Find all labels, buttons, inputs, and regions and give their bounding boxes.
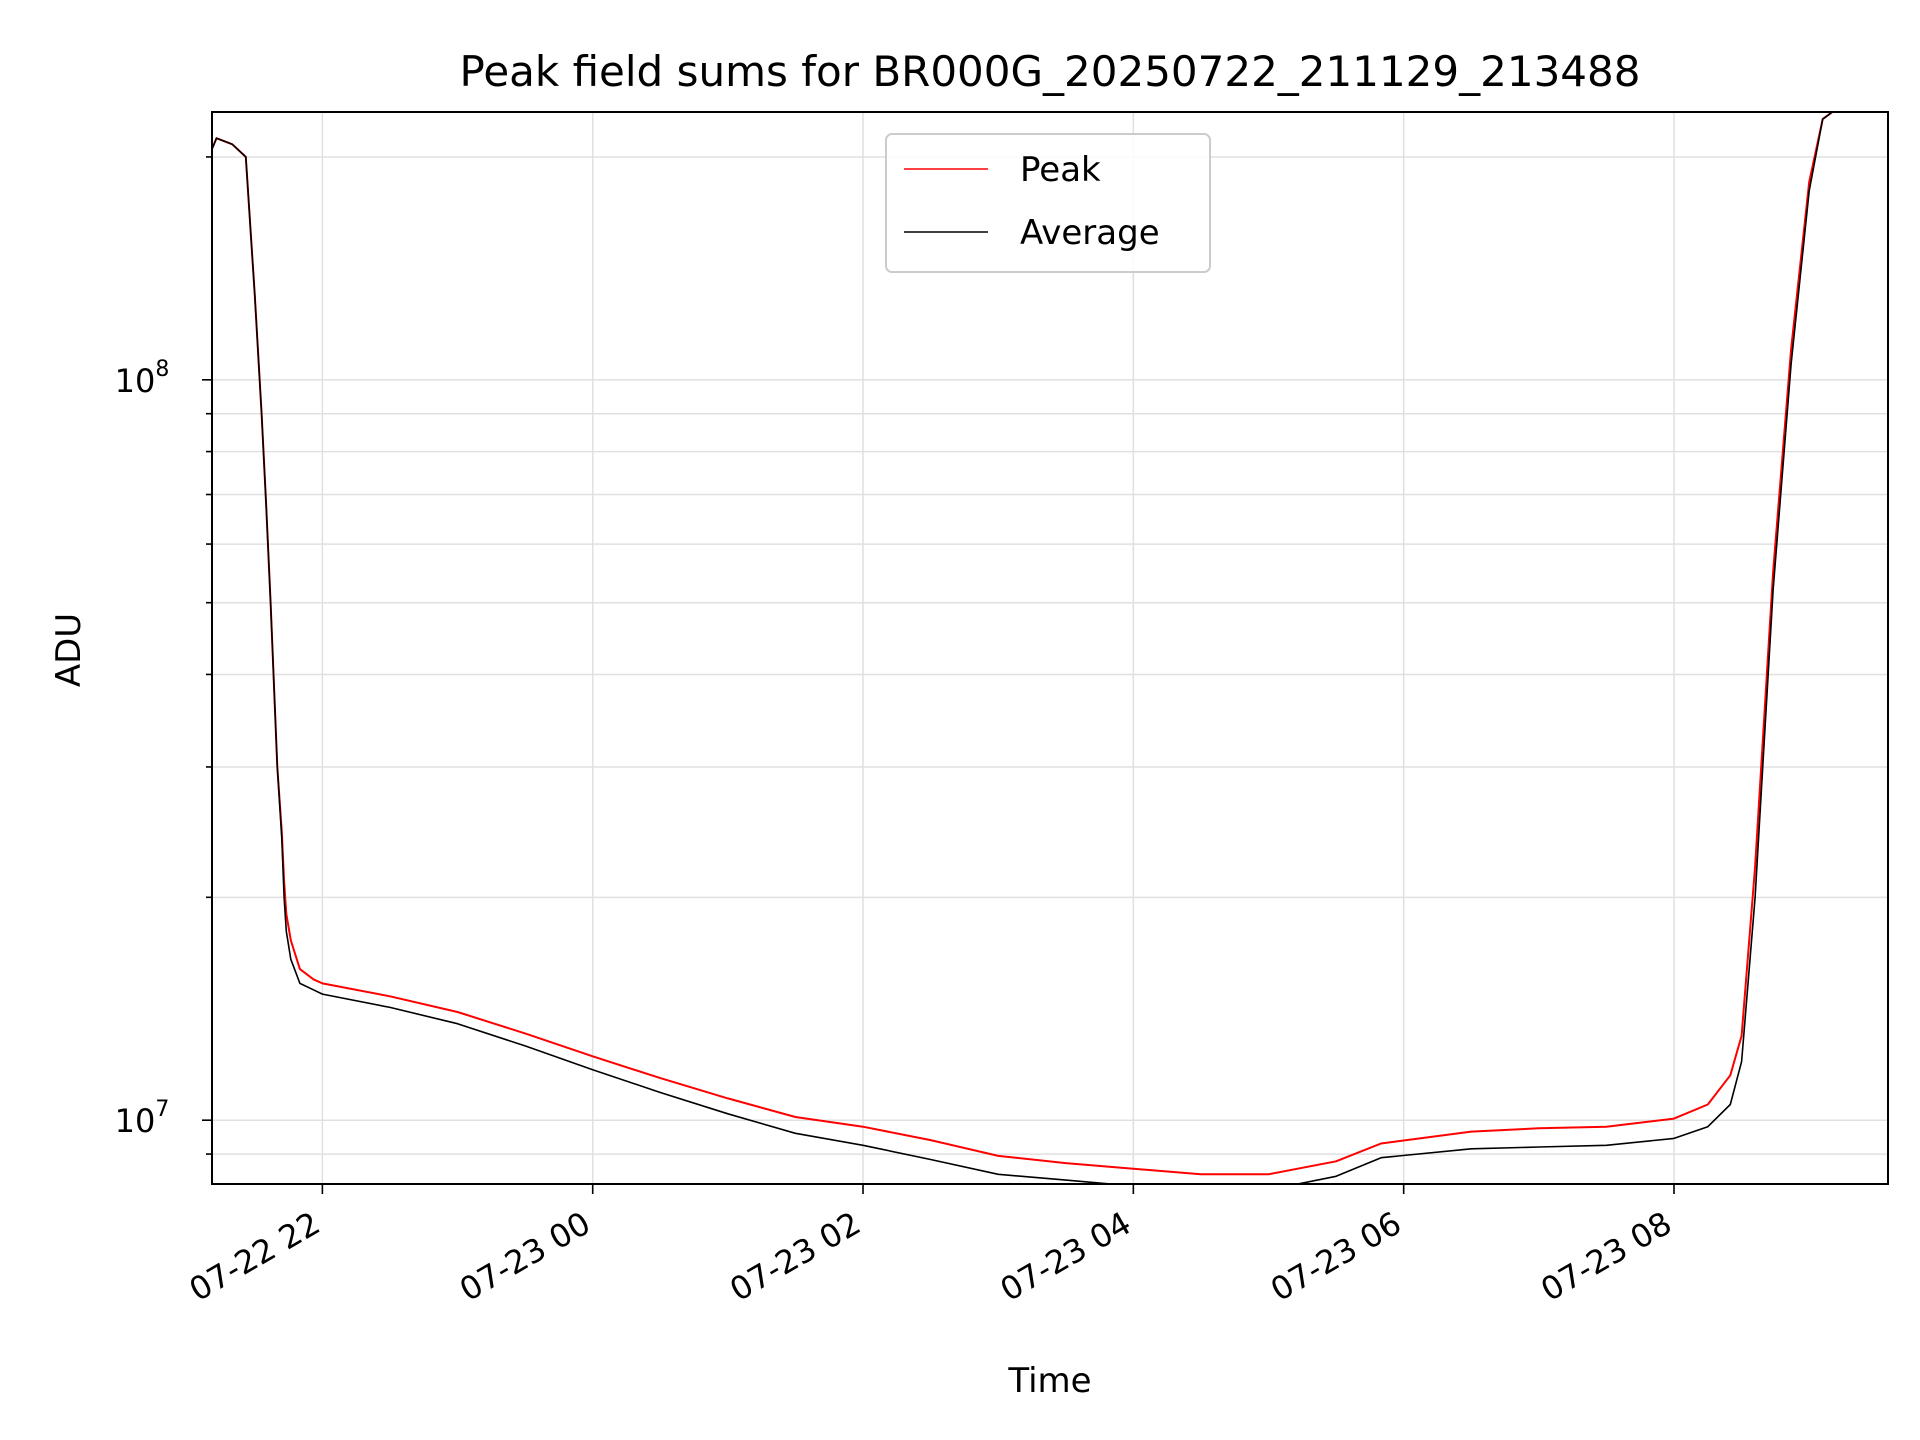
grid [212, 112, 1888, 1184]
legend: Peak Average [885, 133, 1211, 273]
y-tick-label: 108 [115, 357, 170, 400]
legend-label-peak: Peak [1020, 150, 1101, 190]
x-axis-label: Time [1007, 1361, 1091, 1401]
y-axis: 107 108 [115, 156, 212, 1155]
legend-label-average: Average [1020, 213, 1160, 253]
y-axis-label: ADU [49, 613, 89, 687]
y-tick-label: 107 [115, 1097, 170, 1140]
chart-title: Peak field sums for BR000G_20250722_2111… [460, 47, 1641, 96]
plot-frame [211, 111, 1889, 1185]
series-line-average [212, 112, 1834, 1184]
series-layer [212, 112, 1835, 1184]
